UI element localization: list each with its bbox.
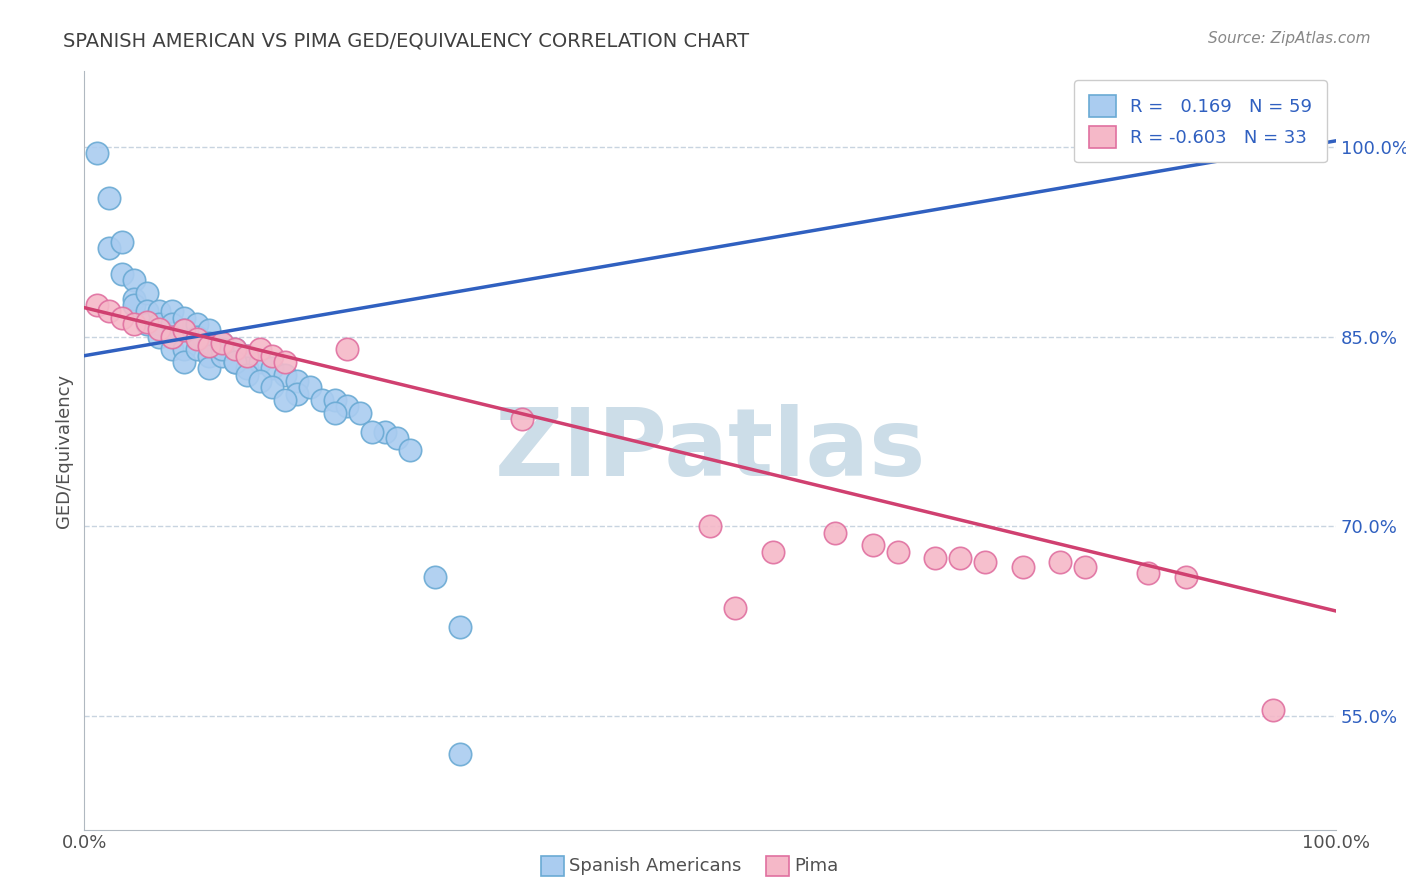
Point xyxy=(148,317,170,331)
Point xyxy=(285,386,308,401)
Point xyxy=(173,323,195,337)
Point xyxy=(1049,555,1071,569)
Point xyxy=(273,368,295,382)
Point xyxy=(949,550,972,565)
Point xyxy=(186,332,208,346)
Point xyxy=(512,412,534,426)
Text: Spanish Americans: Spanish Americans xyxy=(569,857,742,875)
Point xyxy=(336,343,359,357)
Point xyxy=(148,322,170,336)
Point xyxy=(173,343,195,357)
Point xyxy=(111,235,134,249)
Point xyxy=(262,380,284,394)
Point xyxy=(160,329,183,343)
Point xyxy=(374,425,396,439)
Point xyxy=(862,538,884,552)
Point xyxy=(173,355,195,369)
Point xyxy=(224,355,246,369)
Point xyxy=(249,355,271,369)
Point xyxy=(211,349,233,363)
Point xyxy=(336,399,359,413)
Point xyxy=(262,361,284,376)
Point xyxy=(124,317,146,331)
Point xyxy=(724,601,747,615)
Point xyxy=(398,443,420,458)
Point xyxy=(385,431,409,445)
Point xyxy=(160,317,183,331)
Point xyxy=(224,343,246,357)
Point xyxy=(236,349,259,363)
Point xyxy=(249,374,271,388)
Point xyxy=(136,304,159,318)
Point xyxy=(699,519,721,533)
Text: Pima: Pima xyxy=(794,857,838,875)
Point xyxy=(136,285,159,300)
Point xyxy=(1012,559,1035,574)
Point xyxy=(124,298,146,312)
Point xyxy=(98,241,121,255)
Point xyxy=(148,329,170,343)
Point xyxy=(423,570,446,584)
Legend: R =   0.169   N = 59, R = -0.603   N = 33: R = 0.169 N = 59, R = -0.603 N = 33 xyxy=(1074,80,1327,162)
Point xyxy=(173,323,195,337)
Point xyxy=(449,620,471,634)
Point xyxy=(198,336,221,351)
Point xyxy=(224,355,246,369)
Point xyxy=(98,191,121,205)
Point xyxy=(124,273,146,287)
Point xyxy=(160,329,183,343)
Point xyxy=(1174,570,1197,584)
Point xyxy=(323,392,346,407)
Point xyxy=(285,374,308,388)
Point xyxy=(186,329,208,343)
Point xyxy=(1136,566,1159,580)
Point xyxy=(86,146,108,161)
Point xyxy=(262,349,284,363)
Point xyxy=(824,525,846,540)
Point xyxy=(86,298,108,312)
Text: Source: ZipAtlas.com: Source: ZipAtlas.com xyxy=(1208,31,1371,46)
Point xyxy=(148,304,170,318)
Point xyxy=(211,336,233,351)
Point xyxy=(124,292,146,306)
Point xyxy=(160,343,183,357)
Point xyxy=(136,317,159,331)
Point xyxy=(273,392,295,407)
Point xyxy=(924,550,946,565)
Point xyxy=(974,555,997,569)
Point xyxy=(186,317,208,331)
Y-axis label: GED/Equivalency: GED/Equivalency xyxy=(55,374,73,527)
Point xyxy=(311,392,333,407)
Point xyxy=(136,314,159,328)
Point xyxy=(224,343,246,357)
Point xyxy=(273,355,295,369)
Point xyxy=(449,747,471,761)
Point xyxy=(1074,559,1097,574)
Point xyxy=(361,425,384,439)
Point xyxy=(173,310,195,325)
Point xyxy=(236,349,259,363)
Point xyxy=(211,336,233,351)
Point xyxy=(762,544,785,558)
Point xyxy=(98,304,121,318)
Point xyxy=(236,361,259,376)
Point xyxy=(349,405,371,419)
Point xyxy=(211,343,233,357)
Point xyxy=(887,544,910,558)
Point xyxy=(249,343,271,357)
Point xyxy=(111,310,134,325)
Point xyxy=(198,349,221,363)
Point xyxy=(323,405,346,419)
Point xyxy=(198,361,221,376)
Point xyxy=(186,343,208,357)
Point xyxy=(236,368,259,382)
Text: SPANISH AMERICAN VS PIMA GED/EQUIVALENCY CORRELATION CHART: SPANISH AMERICAN VS PIMA GED/EQUIVALENCY… xyxy=(63,31,749,50)
Point xyxy=(160,304,183,318)
Text: ZIPatlas: ZIPatlas xyxy=(495,404,925,497)
Point xyxy=(1263,702,1285,716)
Point xyxy=(111,267,134,281)
Point xyxy=(298,380,321,394)
Point xyxy=(198,338,221,352)
Point xyxy=(198,323,221,337)
